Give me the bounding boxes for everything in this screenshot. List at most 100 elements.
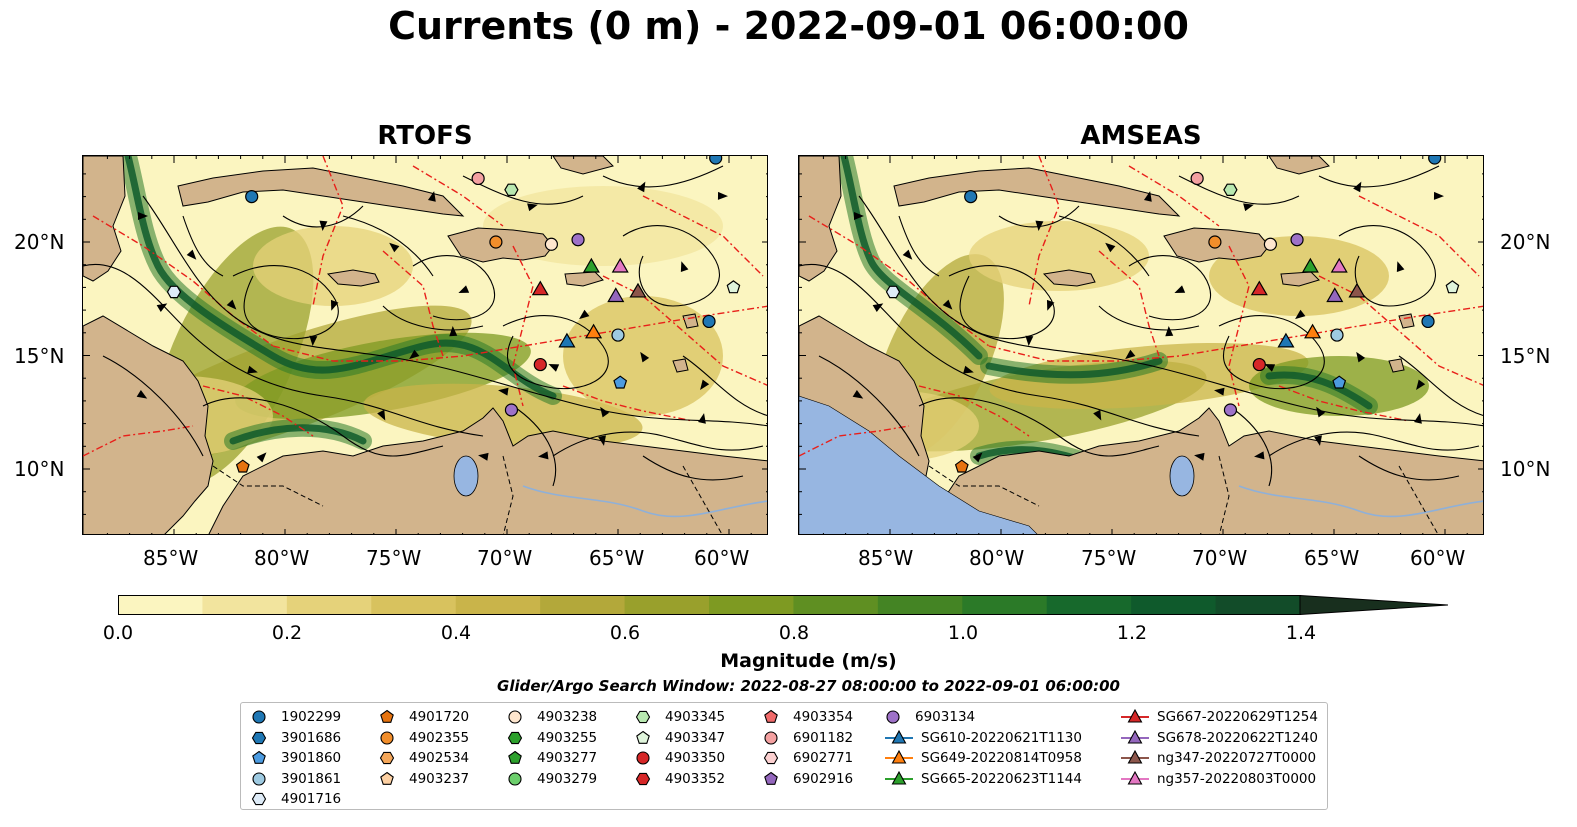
legend-item: 1902299 — [251, 707, 341, 728]
circle-marker-icon — [252, 772, 266, 786]
legend-item: 4901720 — [379, 707, 469, 728]
xtick-amseas-80w: 80°W — [969, 546, 1025, 570]
legend-label: SG665-20220623T1144 — [921, 770, 1082, 787]
map-rtofs — [82, 155, 768, 535]
circle-marker-icon — [508, 710, 522, 724]
pentagon-marker-icon — [636, 730, 650, 744]
hexagon-marker-icon — [763, 752, 779, 765]
legend-item: 4903352 — [635, 769, 725, 790]
legend-item: 4903237 — [379, 769, 469, 790]
pentagon-marker-icon — [252, 751, 266, 765]
legend-label: 3901861 — [281, 770, 342, 787]
colorbar — [118, 595, 1448, 615]
xtick-rtofs-60w: 60°W — [694, 546, 750, 570]
legend-label: 4903347 — [665, 729, 726, 746]
legend-label: ng357-20220803T0000 — [1157, 770, 1317, 787]
legend-item: 4903279 — [507, 769, 597, 790]
legend-item: 6901182 — [763, 728, 853, 749]
colorbar-label: Magnitude (m/s) — [720, 650, 897, 672]
ytick-left-20n: 20°N — [14, 230, 65, 254]
line-triangle-marker-icon — [885, 729, 913, 744]
legend-item: 4903345 — [635, 707, 725, 728]
figure-title: Currents (0 m) - 2022-09-01 06:00:00 — [388, 4, 1189, 48]
circle-marker-icon — [252, 710, 266, 724]
legend-item: 4903347 — [635, 728, 725, 749]
legend-label: 4903255 — [537, 729, 598, 746]
legend-item: 4902534 — [379, 748, 469, 769]
legend-item: 4902355 — [379, 728, 469, 749]
legend-label: 6901182 — [793, 729, 854, 746]
colorbar-tick-3: 0.6 — [609, 622, 641, 644]
ytick-right-15n: 15°N — [1500, 344, 1551, 368]
legend-item: SG665-20220623T1144 — [885, 769, 1082, 790]
colorbar-tick-0: 0.0 — [102, 622, 134, 644]
legend-label: ng347-20220727T0000 — [1157, 750, 1317, 767]
line-triangle-marker-icon — [1121, 770, 1149, 785]
legend-label: 1902299 — [281, 709, 342, 726]
legend-item: 4903354 — [763, 707, 853, 728]
hexagon-marker-icon — [251, 793, 267, 806]
legend-label: 4903279 — [537, 770, 598, 787]
legend-label: 4902355 — [409, 729, 470, 746]
circle-marker-icon — [764, 731, 778, 745]
legend-item: SG649-20220814T0958 — [885, 748, 1082, 769]
xtick-rtofs-80w: 80°W — [254, 546, 310, 570]
legend-column: 6903134 SG610-20220621T1130 SG649-20220814… — [885, 707, 1082, 789]
legend-label: 6903134 — [915, 709, 976, 726]
colorbar-tick-4: 0.8 — [778, 622, 810, 644]
panel-title-amseas: AMSEAS — [1080, 121, 1202, 151]
ytick-left-10n: 10°N — [14, 457, 65, 481]
legend-item: 4903277 — [507, 748, 597, 769]
legend-label: 4901716 — [281, 791, 342, 808]
hexagon-marker-icon — [507, 731, 523, 744]
xtick-amseas-75w: 75°W — [1081, 546, 1137, 570]
legend-item: 3901861 — [251, 769, 341, 790]
xtick-amseas-65w: 65°W — [1304, 546, 1360, 570]
hexagon-marker-icon — [379, 752, 395, 765]
circle-marker-icon — [886, 710, 900, 724]
line-triangle-marker-icon — [1121, 729, 1149, 744]
circle-marker-icon — [636, 751, 650, 765]
legend-item: 4903238 — [507, 707, 597, 728]
legend-column: 4903354 6901182 6902771 6902916 — [763, 707, 853, 789]
hexagon-marker-icon — [635, 772, 651, 785]
legend-label: 4903277 — [537, 750, 598, 767]
legend-item: 4903255 — [507, 728, 597, 749]
ytick-left-15n: 15°N — [14, 344, 65, 368]
line-triangle-marker-icon — [1121, 709, 1149, 723]
legend-item: 3901686 — [251, 728, 341, 749]
legend-item: 6902771 — [763, 748, 853, 769]
line-triangle-marker-icon — [1121, 750, 1149, 764]
colorbar-tick-1: 0.2 — [271, 622, 303, 644]
legend-label: 4902534 — [409, 750, 470, 767]
legend-label: 6902771 — [793, 750, 854, 767]
legend-label: SG678-20220622T1240 — [1157, 729, 1318, 746]
pentagon-marker-icon — [380, 771, 394, 785]
xtick-amseas-85w: 85°W — [858, 546, 914, 570]
line-triangle-marker-icon — [885, 750, 913, 764]
legend-label: 4903237 — [409, 770, 470, 787]
colorbar-tick-5: 1.0 — [947, 622, 979, 644]
legend-label: 4903350 — [665, 750, 726, 767]
legend-item: 4901716 — [251, 789, 341, 810]
pentagon-marker-icon — [380, 710, 394, 724]
legend-label: 4903354 — [793, 709, 854, 726]
hexagon-marker-icon — [635, 711, 651, 724]
legend-label: SG610-20220621T1130 — [921, 729, 1082, 746]
panel-title-rtofs: RTOFS — [377, 121, 473, 151]
legend-label: 4903345 — [665, 709, 726, 726]
legend-item: ng347-20220727T0000 — [1121, 748, 1318, 769]
colorbar-tick-7: 1.4 — [1285, 622, 1317, 644]
colorbar-tick-6: 1.2 — [1116, 622, 1148, 644]
colorbar-tick-2: 0.4 — [440, 622, 472, 644]
xtick-amseas-70w: 70°W — [1192, 546, 1248, 570]
legend-column: SG667-20220629T1254 SG678-20220622T1240 ng… — [1121, 707, 1318, 789]
ytick-right-20n: 20°N — [1500, 230, 1551, 254]
circle-marker-icon — [380, 731, 394, 745]
circle-marker-icon — [508, 772, 522, 786]
legend-item: 4903350 — [635, 748, 725, 769]
legend-label: 3901860 — [281, 750, 342, 767]
ytick-right-10n: 10°N — [1500, 457, 1551, 481]
legend-label: 4903238 — [537, 709, 598, 726]
map-amseas — [798, 155, 1484, 535]
